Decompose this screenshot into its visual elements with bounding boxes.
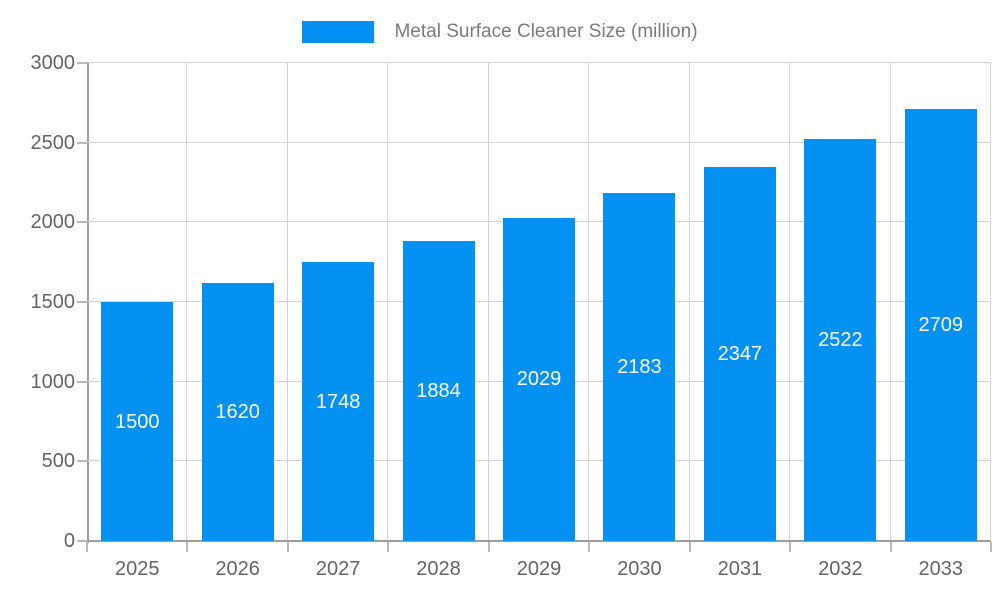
x-tick-mark — [588, 542, 590, 552]
x-tick-mark — [488, 542, 490, 552]
x-tick-mark — [287, 542, 289, 552]
bar: 2709 — [904, 109, 977, 541]
x-tick-mark — [890, 542, 892, 552]
bar-value-label: 2522 — [818, 329, 863, 352]
gridline-vertical — [990, 63, 991, 540]
gridline-vertical — [588, 63, 589, 540]
x-axis-line — [77, 540, 991, 542]
bar: 1884 — [402, 240, 475, 541]
x-tick-mark — [387, 542, 389, 552]
y-tick-mark — [77, 141, 87, 144]
x-tick-mark — [789, 542, 791, 552]
gridline-vertical — [186, 63, 187, 540]
bar: 2183 — [603, 193, 676, 541]
y-axis-tick-label: 2500 — [30, 131, 76, 154]
x-axis-tick-label: 2028 — [416, 558, 461, 580]
gridline-vertical — [890, 63, 891, 540]
x-axis-tick-label: 2030 — [617, 558, 662, 580]
legend-label: Metal Surface Cleaner Size (million) — [394, 21, 698, 42]
y-axis-tick-label: 0 — [63, 530, 75, 552]
bar-value-label: 2183 — [617, 356, 662, 379]
bar: 1500 — [101, 302, 174, 541]
y-tick-mark — [77, 221, 87, 224]
x-axis-tick-label: 2029 — [516, 558, 562, 580]
x-tick-mark — [186, 542, 188, 552]
gridline-vertical — [689, 63, 690, 540]
gridline-horizontal — [87, 141, 991, 143]
legend-item[interactable]: Metal Surface Cleaner Size (million) — [0, 20, 1000, 44]
bar-value-label: 1500 — [114, 410, 160, 433]
legend-color-swatch — [302, 21, 375, 43]
bar-value-label: 2709 — [918, 314, 964, 337]
y-axis-tick-label: 3000 — [30, 52, 76, 74]
x-tick-mark — [86, 542, 88, 552]
x-axis-tick-label: 2026 — [215, 558, 260, 580]
bar: 2029 — [503, 217, 575, 541]
bar-value-label: 1620 — [215, 400, 260, 423]
plot-area: 1500 1620 1748 1884 2029 2183 2347 2522 2709 — [77, 62, 992, 552]
y-tick-mark — [77, 540, 87, 542]
bar-value-label: 1884 — [416, 379, 461, 402]
bar: 1748 — [302, 262, 375, 541]
x-axis-tick-label: 2025 — [114, 558, 160, 580]
gridline-vertical — [789, 63, 790, 540]
y-axis-tick-label: 2000 — [30, 211, 76, 234]
y-tick-mark — [77, 62, 87, 64]
gridline-vertical — [387, 63, 388, 540]
x-axis-tick-label: 2027 — [315, 558, 361, 580]
y-axis-tick-label: 1500 — [30, 291, 76, 313]
x-tick-mark — [990, 542, 992, 552]
y-axis-line — [87, 63, 89, 543]
bar-value-label: 2347 — [717, 343, 763, 365]
x-axis-tick-label: 2031 — [717, 558, 763, 580]
bar-value-label: 1748 — [315, 390, 361, 413]
y-axis-tick-label: 500 — [41, 450, 75, 473]
y-tick-mark — [77, 460, 87, 463]
gridline-vertical — [287, 63, 288, 540]
bar-value-label: 2029 — [516, 368, 562, 391]
y-tick-mark — [77, 301, 87, 303]
x-axis-tick-label: 2033 — [918, 558, 964, 580]
x-axis-tick-label: 2032 — [818, 558, 863, 580]
y-tick-mark — [77, 380, 87, 383]
bar: 1620 — [201, 282, 274, 541]
x-tick-mark — [689, 542, 691, 552]
gridline-vertical — [488, 63, 489, 540]
y-axis-tick-label: 1000 — [30, 370, 76, 393]
bar: 2522 — [804, 139, 877, 541]
gridline-horizontal — [87, 62, 991, 63]
bar: 2347 — [703, 167, 776, 541]
